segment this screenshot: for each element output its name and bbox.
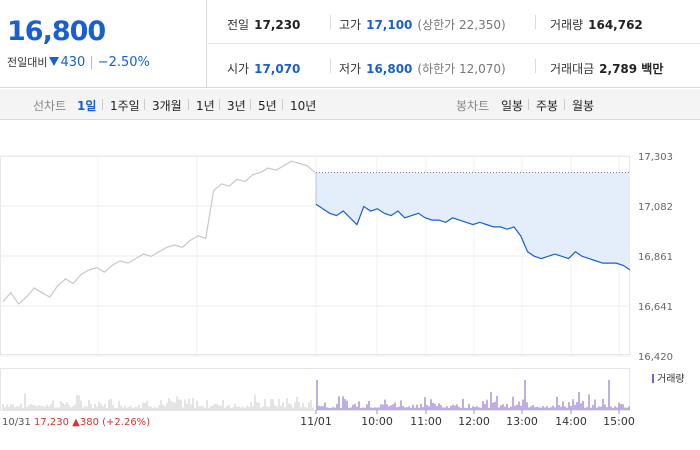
- change-percent: −2.50%: [97, 55, 150, 70]
- price-summary: 16,800 전일대비 430 | −2.50%: [0, 0, 207, 88]
- volume-legend: 거래량: [657, 373, 685, 385]
- x-tick-label: 15:00: [603, 415, 635, 428]
- divider: |: [89, 55, 94, 70]
- change-amount: 430: [60, 55, 86, 70]
- tab-10years[interactable]: 10년: [290, 99, 317, 113]
- tab-1year[interactable]: 1년: [196, 99, 215, 113]
- tab-3years[interactable]: 3년: [227, 99, 246, 113]
- x-tick-label: 14:00: [555, 415, 587, 428]
- volume-legend-swatch: [652, 374, 654, 383]
- prev-day-price-line: [2, 160, 316, 305]
- below-prev-close-fill: [316, 172, 630, 270]
- tab-3months[interactable]: 3개월: [152, 99, 182, 113]
- x-tick-label: 10:00: [361, 415, 393, 428]
- x-tick-label: 12:00: [458, 415, 490, 428]
- change-label: 전일대비: [7, 56, 48, 69]
- prev-close: 전일 17,230: [227, 18, 301, 32]
- volume: 거래량 164,762: [550, 18, 643, 32]
- stats-row-1: 전일 17,230 고가 17,100 (상한가 22,350) 거래량 164,762: [208, 0, 700, 44]
- tab-1week[interactable]: 1주일: [110, 99, 140, 113]
- trade-value: 거래대금 2,789 백만: [550, 62, 664, 76]
- prev-day-annotation: 10/31 17,230 ▲380 (+2.26%): [2, 417, 150, 428]
- y-tick-label: 17,082: [638, 202, 673, 213]
- y-tick-label: 16,861: [638, 252, 673, 263]
- stats-row-2: 시가 17,070 저가 16,800 (하한가 12,070) 거래대금 2,789 …: [208, 44, 700, 88]
- open-price: 시가 17,070: [227, 62, 301, 76]
- candle-chart-label: 봉차트: [456, 99, 490, 113]
- tab-monthly-candle[interactable]: 월봉: [572, 99, 595, 113]
- volume-frame: [0, 368, 630, 411]
- line-chart-label: 선차트: [33, 99, 67, 113]
- tab-weekly-candle[interactable]: 주봉: [536, 99, 559, 113]
- price-chart: 17,303 17,082 16,861 16,641 16,420 거래량 11/01 10…: [0, 152, 685, 428]
- down-triangle-icon: [49, 57, 60, 66]
- y-tick-label: 16,420: [638, 352, 673, 363]
- tab-1day[interactable]: 1일: [77, 99, 97, 113]
- today-price-line: [315, 203, 631, 271]
- y-tick-label: 16,641: [638, 302, 673, 313]
- quote-header: 16,800 전일대비 430 | −2.50% 전일 17,230 고가 17,100(…: [0, 0, 700, 88]
- y-tick-label: 17,303: [638, 152, 673, 163]
- x-tick-label: 11:00: [410, 415, 442, 428]
- tab-daily-candle[interactable]: 일봉: [501, 99, 524, 113]
- chart-tabs: 선차트 1일 1주일 3개월 1년 3년 5년 10년 봉차트 일봉 주봉 월봉: [0, 89, 700, 120]
- low-price: 저가 16,800 (하한가 12,070): [339, 62, 506, 76]
- x-tick-label: 11/01: [300, 415, 332, 428]
- current-price: 16,800: [7, 16, 106, 47]
- x-tick-label: 13:00: [506, 415, 538, 428]
- price-change: 전일대비 430 | −2.50%: [7, 54, 150, 70]
- high-price: 고가 17,100 (상한가 22,350): [339, 18, 506, 32]
- tab-5years[interactable]: 5년: [258, 99, 277, 113]
